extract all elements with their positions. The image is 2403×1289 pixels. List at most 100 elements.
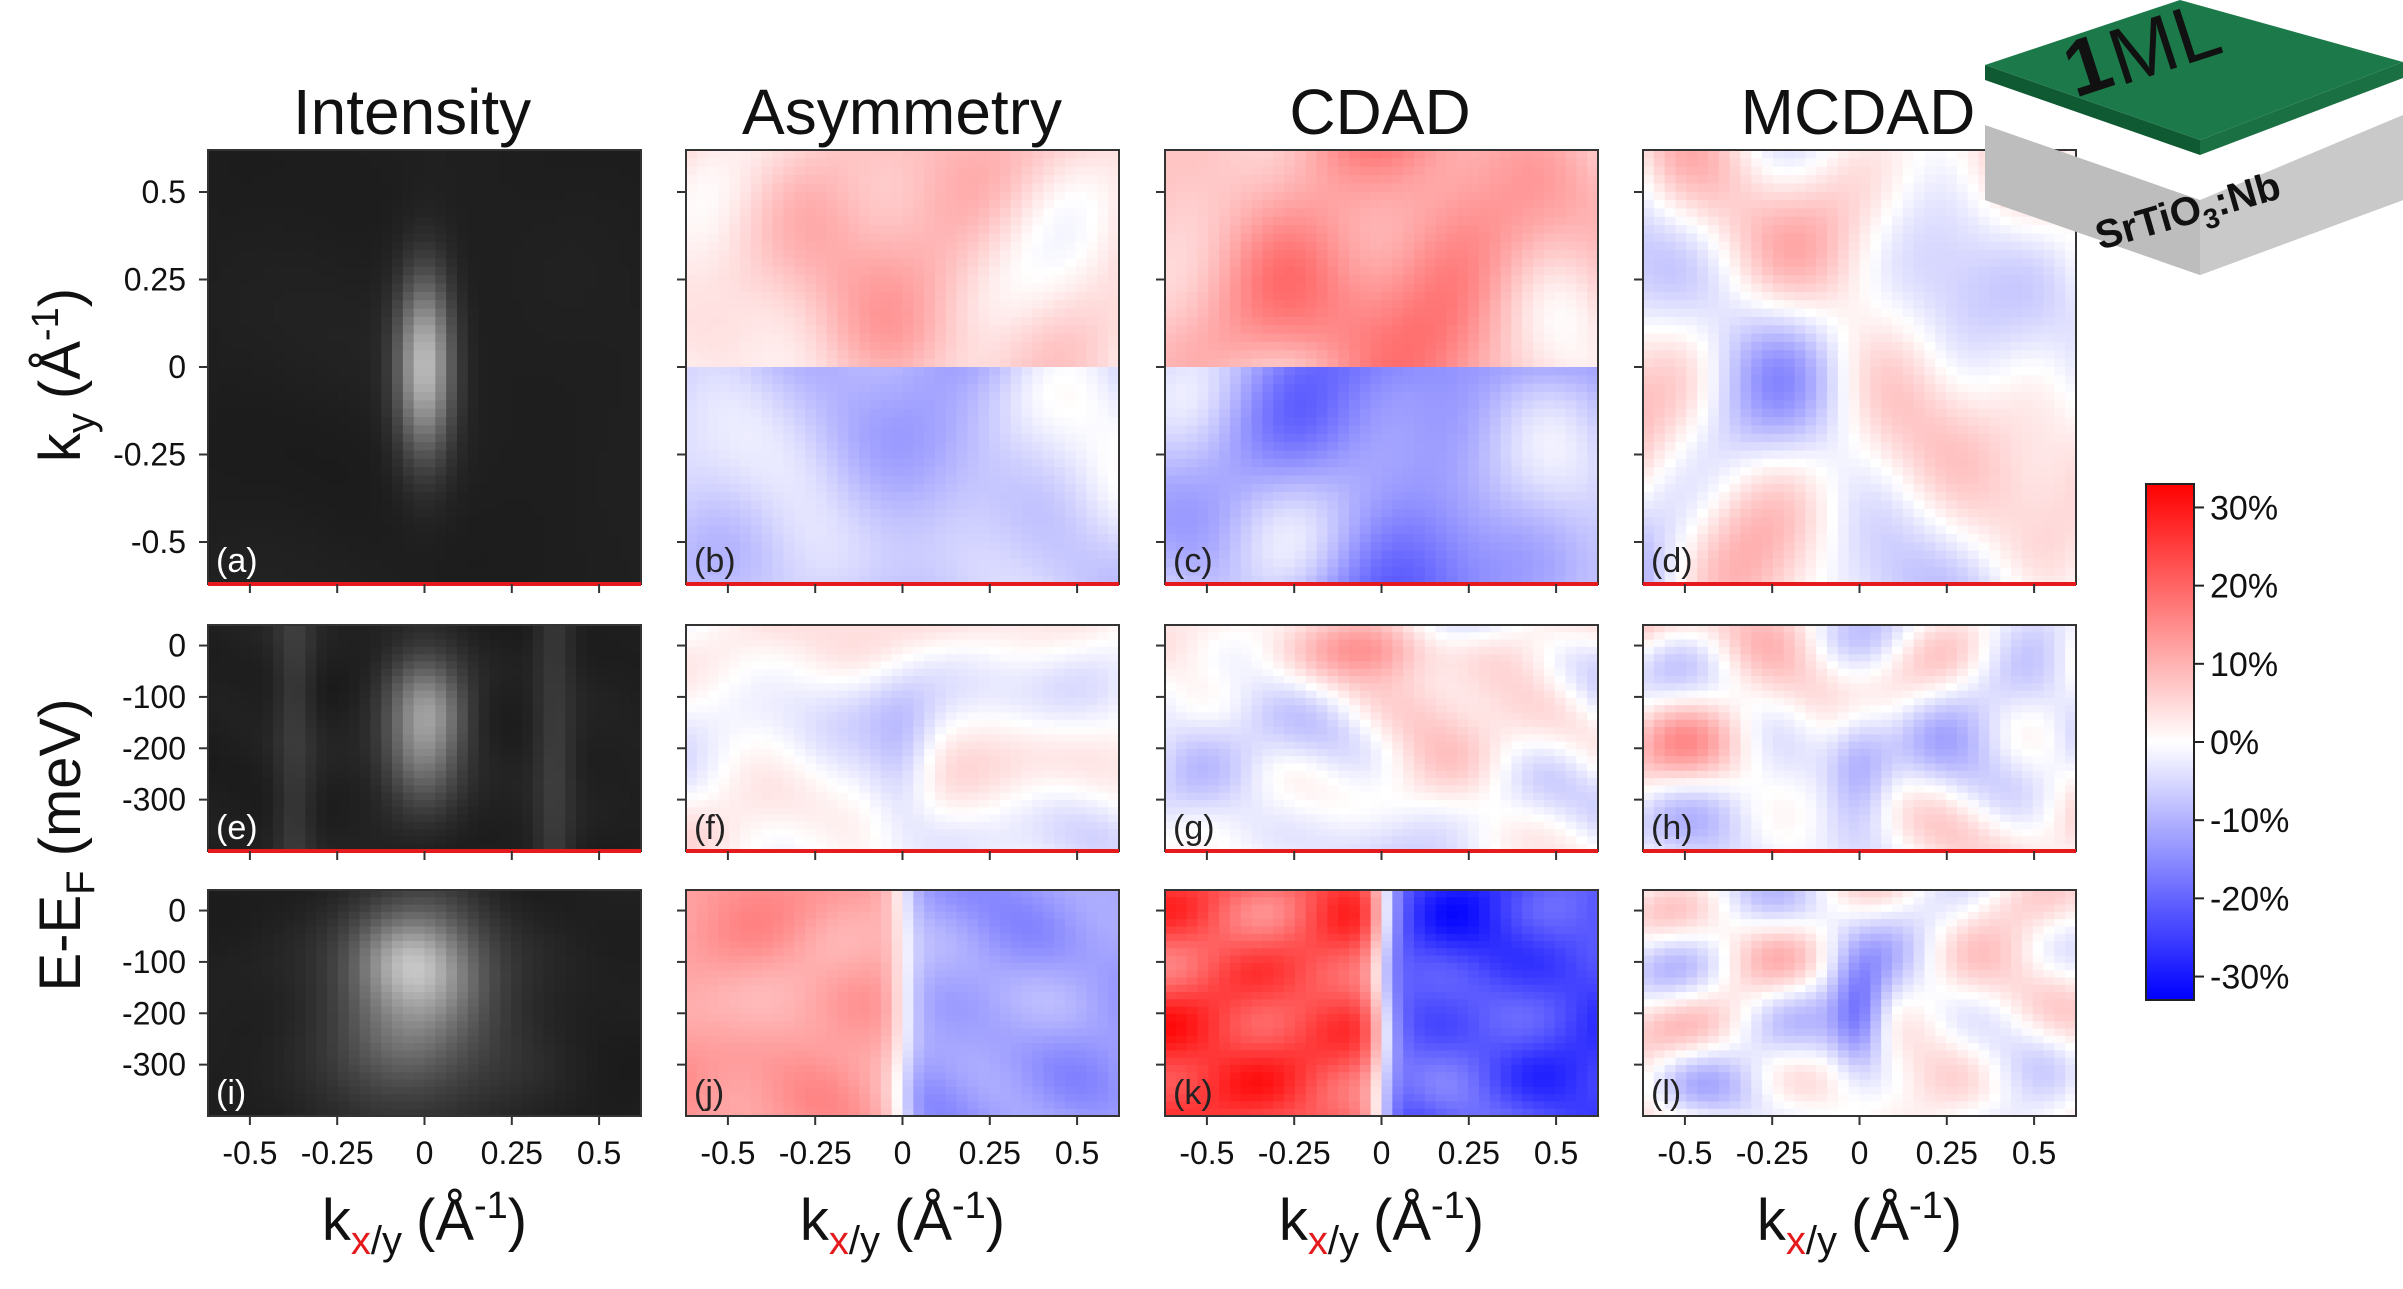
heatmap-cell [1043,383,1055,393]
heatmap-cell [1010,425,1023,435]
heatmap-cell [424,558,436,568]
heatmap-cell [718,433,730,443]
heatmap-cell [1010,183,1023,193]
heatmap-cell [521,383,534,393]
heatmap-cell [1108,300,1120,310]
heatmap-cell [1359,241,1372,251]
heatmap-cell [1294,191,1307,201]
heatmap-cell [989,575,1001,585]
heatmap-cell [543,500,555,510]
heatmap-cell [240,508,252,518]
heatmap-cell [913,275,925,285]
heatmap-cell [1021,200,1033,210]
heatmap-cell [413,225,426,235]
heatmap-cell [999,467,1012,477]
heatmap-cell [283,175,296,184]
heatmap-cell [1522,175,1534,184]
heatmap-cell [1010,300,1023,310]
heatmap-cell [424,283,436,293]
heatmap-cell [805,492,817,502]
heatmap-cell [456,425,469,435]
heatmap-cell [934,542,947,552]
heatmap-cell [1032,525,1044,535]
heatmap-cell [208,266,220,276]
heatmap-cell [511,500,523,510]
heatmap-cell [826,433,839,443]
heatmap-cell [740,358,752,368]
heatmap-cell [815,475,828,485]
heatmap-cell [218,233,231,243]
heatmap-cell [1097,417,1109,427]
heatmap-cell [370,358,382,368]
heatmap-cell [229,467,242,477]
heatmap-cell [1435,275,1448,285]
heatmap-cell [740,500,752,510]
heatmap-cell [902,433,914,443]
heatmap-cell [413,408,426,418]
heatmap-cell [1489,208,1502,218]
heatmap-cell [608,350,620,360]
heatmap-cell [978,575,990,585]
heatmap-cell [456,200,469,210]
heatmap-cell [554,250,566,260]
heatmap-cell [586,333,599,343]
heatmap-cell [597,533,610,543]
heatmap-cell [1064,325,1077,335]
heatmap-cell [576,550,588,560]
heatmap-cell [576,325,588,335]
heatmap-cell [565,175,577,184]
heatmap-cell [1021,550,1033,560]
heatmap-cell [446,408,458,418]
heatmap-cell [272,483,285,493]
heatmap-cell [1097,250,1109,260]
heatmap-cell [934,183,947,193]
heatmap-cell [435,166,447,176]
heatmap-cell [686,200,698,210]
heatmap-cell [208,166,220,176]
heatmap-cell [707,525,720,535]
heatmap-cell [1305,283,1318,293]
heatmap-cell [848,216,860,226]
heatmap-cell [1086,275,1098,285]
heatmap-cell [283,475,296,485]
heatmap-cell [1543,241,1556,251]
heatmap-cell [554,183,566,193]
heatmap-cell [772,175,785,184]
heatmap-cell [576,225,588,235]
heatmap-cell [532,483,545,493]
heatmap-cell [348,450,361,460]
heatmap-cell [1468,258,1480,268]
heatmap-cell [750,333,763,343]
heatmap-cell [435,350,447,360]
heatmap-cell [1229,266,1242,276]
heatmap-cell [1305,216,1318,226]
heatmap-cell [359,367,371,376]
heatmap-cell [565,183,577,193]
heatmap-cell [218,208,231,218]
heatmap-cell [467,533,480,543]
heatmap-cell [978,266,990,276]
heatmap-cell [805,558,817,568]
heatmap-cell [956,325,969,335]
heatmap-cell [989,200,1001,210]
heatmap-cell [772,417,785,427]
heatmap-cell [1240,158,1253,168]
heatmap-cell [1197,300,1209,310]
heatmap-cell [826,567,839,577]
heatmap-cell [597,575,610,585]
heatmap-cell [229,567,242,577]
heatmap-cell [478,442,491,452]
heatmap-cell [348,542,361,552]
heatmap-cell [1075,492,1088,502]
heatmap-cell [1457,258,1469,268]
heatmap-cell [381,150,393,159]
heatmap-cell [500,233,512,243]
heatmap-cell [521,341,534,351]
heatmap-cell [294,241,307,251]
heatmap-cell [1446,291,1458,301]
heatmap-cell [630,258,642,268]
heatmap-cell [761,325,774,335]
heatmap-cell [880,250,893,260]
heatmap-cell [794,458,806,468]
heatmap-cell [1273,250,1285,260]
